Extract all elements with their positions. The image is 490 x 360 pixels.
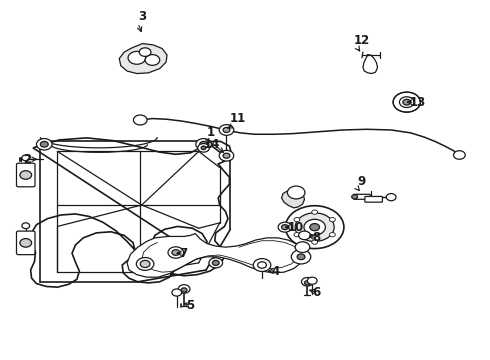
Circle shape xyxy=(145,55,160,65)
Circle shape xyxy=(133,115,147,125)
Circle shape xyxy=(393,92,420,112)
Text: 12: 12 xyxy=(354,34,370,47)
Polygon shape xyxy=(119,44,167,73)
Text: 5: 5 xyxy=(187,299,195,312)
FancyBboxPatch shape xyxy=(365,197,382,202)
Circle shape xyxy=(301,278,313,286)
Circle shape xyxy=(304,281,310,285)
Circle shape xyxy=(294,217,300,222)
Text: 7: 7 xyxy=(179,247,187,260)
Circle shape xyxy=(200,141,207,147)
Circle shape xyxy=(454,151,465,159)
Circle shape xyxy=(36,139,52,150)
Circle shape xyxy=(298,231,310,240)
Circle shape xyxy=(140,260,150,267)
Text: 1: 1 xyxy=(207,126,215,139)
Circle shape xyxy=(201,146,206,150)
Circle shape xyxy=(22,155,30,161)
Circle shape xyxy=(178,285,190,293)
Circle shape xyxy=(198,144,209,152)
Circle shape xyxy=(181,288,187,292)
Circle shape xyxy=(20,171,31,179)
Circle shape xyxy=(258,262,267,268)
FancyBboxPatch shape xyxy=(17,231,35,255)
Text: 11: 11 xyxy=(229,112,245,125)
Circle shape xyxy=(168,247,184,258)
Circle shape xyxy=(312,240,318,244)
Circle shape xyxy=(40,141,48,147)
Circle shape xyxy=(297,254,305,260)
Text: 14: 14 xyxy=(203,139,220,152)
Circle shape xyxy=(22,223,30,229)
Circle shape xyxy=(329,217,335,222)
Circle shape xyxy=(139,48,151,57)
FancyBboxPatch shape xyxy=(354,194,370,199)
FancyBboxPatch shape xyxy=(17,163,35,187)
Text: 2: 2 xyxy=(24,153,31,166)
Text: 13: 13 xyxy=(410,96,426,109)
Circle shape xyxy=(223,127,230,132)
Circle shape xyxy=(212,260,219,265)
Circle shape xyxy=(172,249,180,255)
Circle shape xyxy=(399,97,414,108)
Circle shape xyxy=(196,139,211,150)
Text: 4: 4 xyxy=(272,265,280,278)
Text: 10: 10 xyxy=(288,221,304,234)
Text: 8: 8 xyxy=(312,231,320,244)
Circle shape xyxy=(219,125,234,135)
Polygon shape xyxy=(30,138,231,287)
Circle shape xyxy=(403,99,411,105)
Circle shape xyxy=(219,150,234,161)
Circle shape xyxy=(136,257,154,270)
Circle shape xyxy=(329,233,335,237)
Circle shape xyxy=(128,51,146,64)
Circle shape xyxy=(352,195,358,199)
Circle shape xyxy=(20,239,31,247)
Circle shape xyxy=(386,194,396,201)
Circle shape xyxy=(223,153,230,158)
Text: 9: 9 xyxy=(358,175,366,188)
Circle shape xyxy=(288,186,305,199)
Circle shape xyxy=(253,258,271,271)
Text: 3: 3 xyxy=(139,10,147,23)
Text: 6: 6 xyxy=(312,286,320,299)
Polygon shape xyxy=(282,190,304,208)
Circle shape xyxy=(278,222,292,232)
Circle shape xyxy=(286,206,344,249)
Circle shape xyxy=(307,277,317,284)
Circle shape xyxy=(209,258,222,268)
Circle shape xyxy=(304,219,325,235)
Polygon shape xyxy=(127,234,304,277)
Circle shape xyxy=(312,210,318,214)
Circle shape xyxy=(295,242,310,252)
Circle shape xyxy=(294,233,300,237)
Circle shape xyxy=(295,213,334,242)
Polygon shape xyxy=(296,209,334,249)
Circle shape xyxy=(282,225,288,230)
Circle shape xyxy=(291,249,311,264)
Circle shape xyxy=(310,224,319,231)
Circle shape xyxy=(172,289,182,296)
